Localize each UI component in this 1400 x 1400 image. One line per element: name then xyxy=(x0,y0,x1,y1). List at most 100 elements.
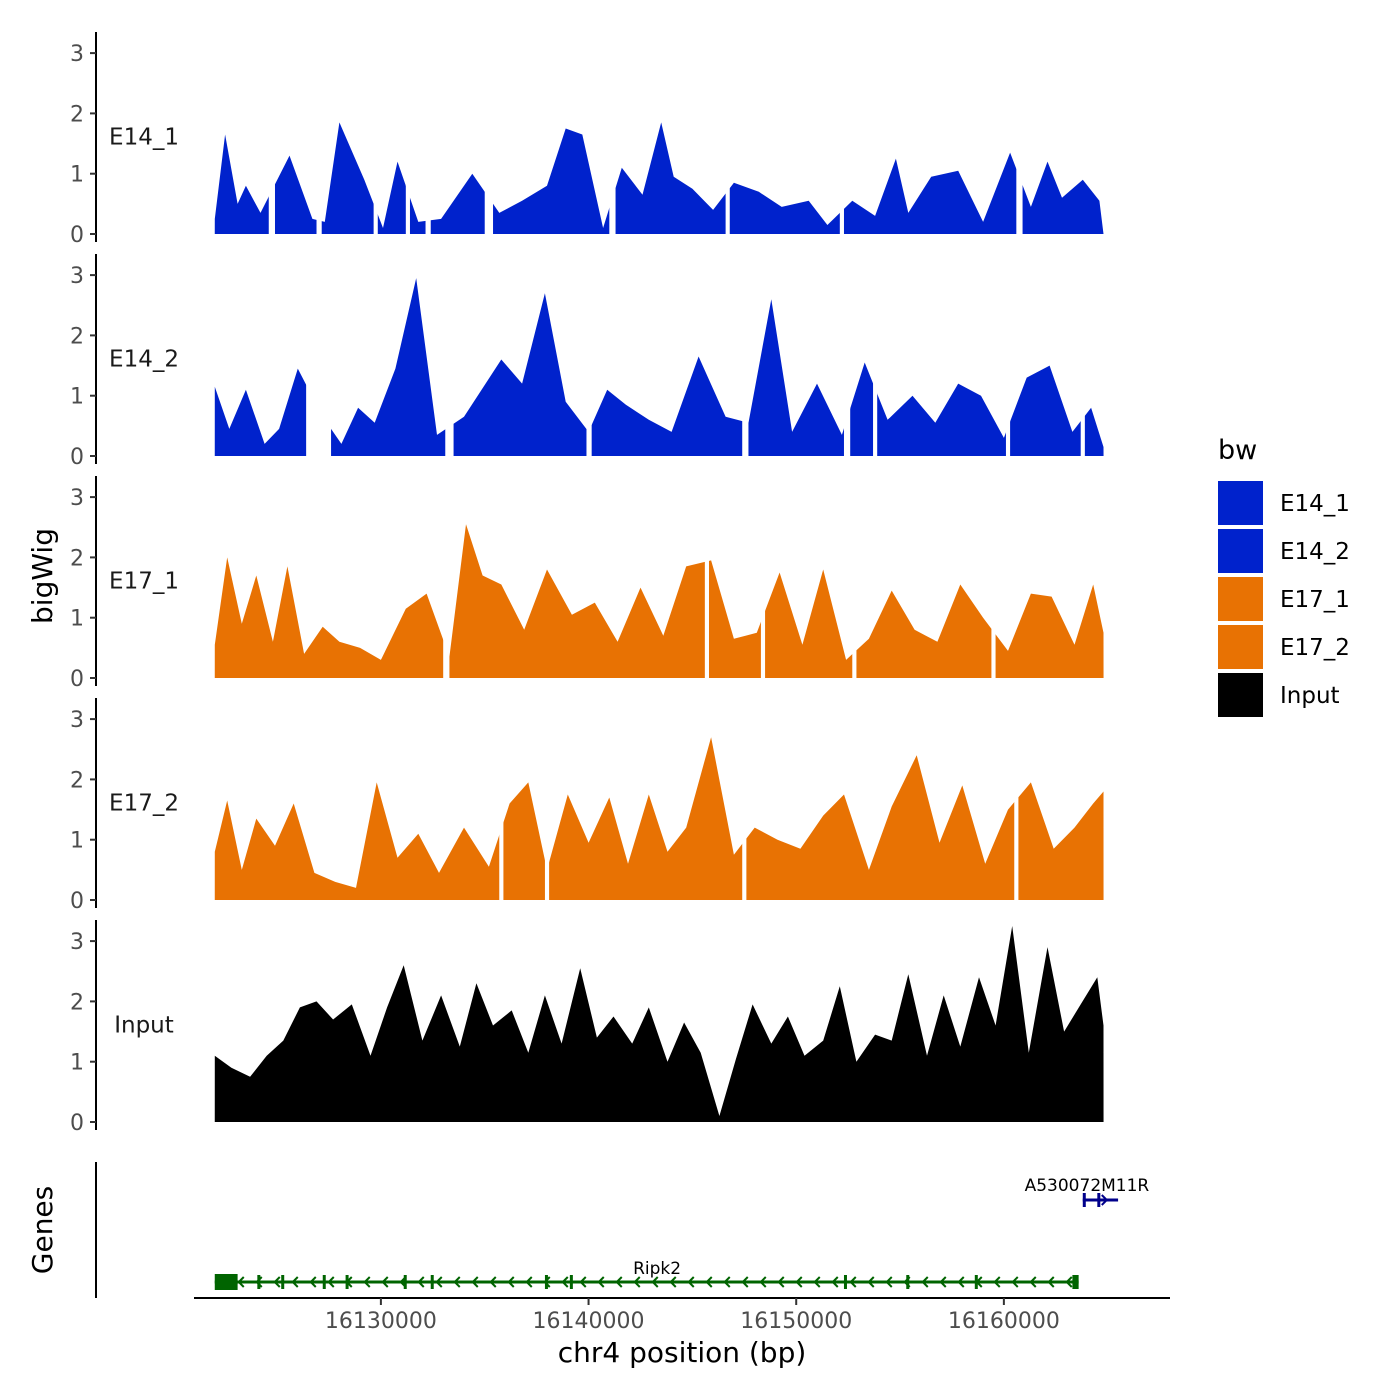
strand-chevron xyxy=(525,1276,533,1288)
signal-gap xyxy=(742,696,747,901)
signal-gap xyxy=(852,474,857,679)
exon xyxy=(322,1275,326,1289)
exon xyxy=(430,1275,434,1289)
signal-gap xyxy=(425,30,431,235)
gene-label: Ripk2 xyxy=(633,1259,681,1279)
signal-gap xyxy=(1016,30,1023,235)
track-E17_1: 0 1 2 3 E17_1 xyxy=(70,474,1104,692)
legend-swatch-E17_1 xyxy=(1218,577,1263,621)
y-tick-label: 3 xyxy=(70,708,84,733)
signal-gap xyxy=(316,30,322,235)
track-label: E14_1 xyxy=(109,124,179,150)
strand-chevron xyxy=(957,1276,965,1288)
legend-label: E14_2 xyxy=(1280,539,1350,565)
strand-chevron xyxy=(939,1276,947,1288)
signal-gap xyxy=(873,252,878,457)
strand-chevron xyxy=(687,1276,695,1288)
signal-gap xyxy=(609,30,616,235)
signal-gap xyxy=(445,252,454,457)
strand-chevron xyxy=(885,1276,893,1288)
strand-chevron xyxy=(993,1276,1001,1288)
signal-gap xyxy=(839,30,844,235)
strand-chevron xyxy=(489,1276,497,1288)
signal-gap xyxy=(499,696,504,901)
strand-chevron xyxy=(741,1276,749,1288)
signal-area-E14_2 xyxy=(214,278,1104,456)
y-tick-label: 0 xyxy=(70,1111,84,1136)
x-tick-label: 16150000 xyxy=(740,1309,852,1334)
track-label: E14_2 xyxy=(109,346,179,372)
signal-gap xyxy=(484,30,494,235)
gene-Ripk2 xyxy=(214,1274,1079,1290)
exon xyxy=(281,1275,285,1289)
signal-gap xyxy=(306,252,332,457)
y-tick-label: 0 xyxy=(70,889,84,914)
signal-gap xyxy=(1014,696,1019,901)
strand-chevron xyxy=(651,1276,659,1288)
y-tick-label: 2 xyxy=(70,546,84,571)
x-tick-label: 16140000 xyxy=(533,1309,645,1334)
signal-gap xyxy=(443,474,450,679)
legend-swatch-Input xyxy=(1218,673,1263,717)
exon xyxy=(1097,1193,1101,1207)
track-panels: 0 1 2 3 E14_1 0 1 2 3 E14_2 0 1 2 3 E17_1 0 1 2 3 E17_2 0 1 2 3… xyxy=(70,30,1104,1136)
exon xyxy=(843,1275,847,1289)
strand-chevron xyxy=(777,1276,785,1288)
signal-gap xyxy=(544,696,550,901)
legend-title: bw xyxy=(1218,435,1257,466)
legend-swatch-E14_1 xyxy=(1218,481,1263,525)
y-tick-label: 0 xyxy=(70,667,84,692)
exon xyxy=(214,1274,238,1290)
exon xyxy=(1072,1275,1079,1289)
y-axis-title: bigWig xyxy=(26,528,59,624)
y-tick-label: 1 xyxy=(70,829,84,854)
strand-chevron xyxy=(615,1276,623,1288)
y-tick-label: 1 xyxy=(70,1051,84,1076)
y-tick-label: 0 xyxy=(70,223,84,248)
strand-chevron xyxy=(543,1276,551,1288)
strand-chevron xyxy=(705,1276,713,1288)
strand-chevron xyxy=(669,1276,677,1288)
track-E14_2: 0 1 2 3 E14_2 xyxy=(70,252,1104,470)
signal-area-E17_2 xyxy=(214,737,1104,900)
y-tick-label: 2 xyxy=(70,990,84,1015)
strand-chevron xyxy=(921,1276,929,1288)
y-tick-label: 1 xyxy=(70,607,84,632)
signal-gap xyxy=(742,252,749,457)
strand-chevron xyxy=(597,1276,605,1288)
signal-gap xyxy=(405,30,410,235)
exon xyxy=(1082,1193,1086,1207)
track-label: E17_1 xyxy=(109,568,179,594)
strand-chevron xyxy=(309,1276,317,1288)
legend-label: E17_2 xyxy=(1280,635,1350,661)
signal-gap xyxy=(725,30,730,235)
signal-gap xyxy=(268,30,275,235)
strand-chevron xyxy=(831,1276,839,1288)
strand-chevron xyxy=(381,1276,389,1288)
strand-chevron xyxy=(759,1276,767,1288)
genes-axis-title: Genes xyxy=(26,1186,59,1274)
strand-chevron xyxy=(579,1276,587,1288)
strand-chevron xyxy=(561,1276,569,1288)
legend-label: Input xyxy=(1280,683,1340,709)
y-tick-label: 2 xyxy=(70,102,84,127)
strand-chevron xyxy=(795,1276,803,1288)
y-tick-label: 1 xyxy=(70,385,84,410)
strand-chevron xyxy=(237,1276,245,1288)
signal-area-Input xyxy=(214,926,1104,1122)
gene-A530072M11Rik xyxy=(1082,1193,1119,1207)
strand-chevron xyxy=(1029,1276,1037,1288)
y-tick-label: 3 xyxy=(70,930,84,955)
strand-chevron xyxy=(363,1276,371,1288)
strand-chevron xyxy=(273,1276,281,1288)
exon xyxy=(544,1275,548,1289)
track-label: E17_2 xyxy=(109,790,179,816)
track-Input: 0 1 2 3 Input xyxy=(70,920,1104,1136)
x-tick-label: 16130000 xyxy=(325,1309,437,1334)
x-axis-title: chr4 position (bp) xyxy=(558,1336,807,1369)
legend-label: E14_1 xyxy=(1280,491,1350,517)
y-tick-label: 3 xyxy=(70,264,84,289)
exon xyxy=(974,1275,978,1289)
strand-chevron xyxy=(435,1276,443,1288)
